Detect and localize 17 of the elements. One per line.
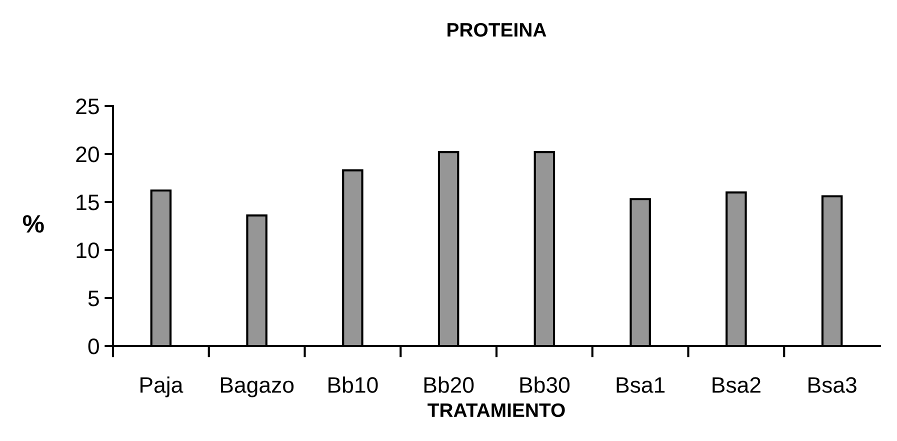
x-tick-label: Paja: [140, 376, 184, 398]
x-tick-label: Bb30: [520, 376, 570, 393]
y-tick-label: 25: [76, 98, 99, 114]
x-tick-label: Bb20: [424, 376, 474, 393]
x-tick-label: Bb10: [328, 376, 378, 393]
y-tick-label: 15: [76, 194, 99, 210]
y-tick-label: 10: [76, 242, 99, 258]
y-tick-label: 5: [88, 290, 99, 306]
x-tick-label: Bsa2: [712, 377, 760, 393]
y-tick-label: 0: [88, 338, 99, 354]
chart-title: PROTEINA: [448, 22, 546, 37]
x-axis-title: TRATAMIENTO: [428, 403, 565, 418]
y-axis-title: %: [22, 215, 44, 233]
y-tick-label: 20: [76, 146, 99, 162]
x-tick-label: Bagazo: [220, 377, 294, 398]
x-tick-label: Bsa3: [808, 377, 856, 393]
x-tick-label: Bsa1: [616, 377, 665, 393]
